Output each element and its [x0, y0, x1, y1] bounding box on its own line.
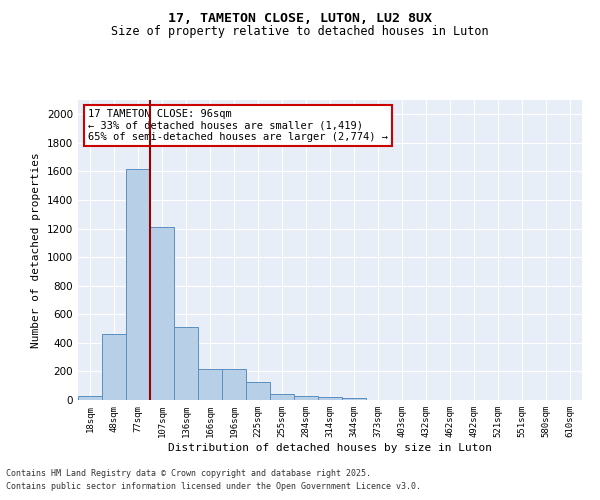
- Bar: [342, 398, 366, 400]
- Text: 17, TAMETON CLOSE, LUTON, LU2 8UX: 17, TAMETON CLOSE, LUTON, LU2 8UX: [168, 12, 432, 26]
- Bar: [222, 370, 246, 400]
- Bar: [78, 396, 102, 400]
- Text: Contains public sector information licensed under the Open Government Licence v3: Contains public sector information licen…: [6, 482, 421, 491]
- Bar: [246, 382, 270, 400]
- Bar: [198, 370, 222, 400]
- Bar: [174, 327, 198, 400]
- Text: Size of property relative to detached houses in Luton: Size of property relative to detached ho…: [111, 25, 489, 38]
- Text: 17 TAMETON CLOSE: 96sqm
← 33% of detached houses are smaller (1,419)
65% of semi: 17 TAMETON CLOSE: 96sqm ← 33% of detache…: [88, 109, 388, 142]
- Y-axis label: Number of detached properties: Number of detached properties: [31, 152, 41, 348]
- Bar: [102, 334, 126, 400]
- Bar: [270, 394, 294, 400]
- Bar: [126, 168, 150, 400]
- Bar: [294, 396, 318, 400]
- Bar: [318, 397, 342, 400]
- X-axis label: Distribution of detached houses by size in Luton: Distribution of detached houses by size …: [168, 442, 492, 452]
- Bar: [150, 227, 174, 400]
- Text: Contains HM Land Registry data © Crown copyright and database right 2025.: Contains HM Land Registry data © Crown c…: [6, 468, 371, 477]
